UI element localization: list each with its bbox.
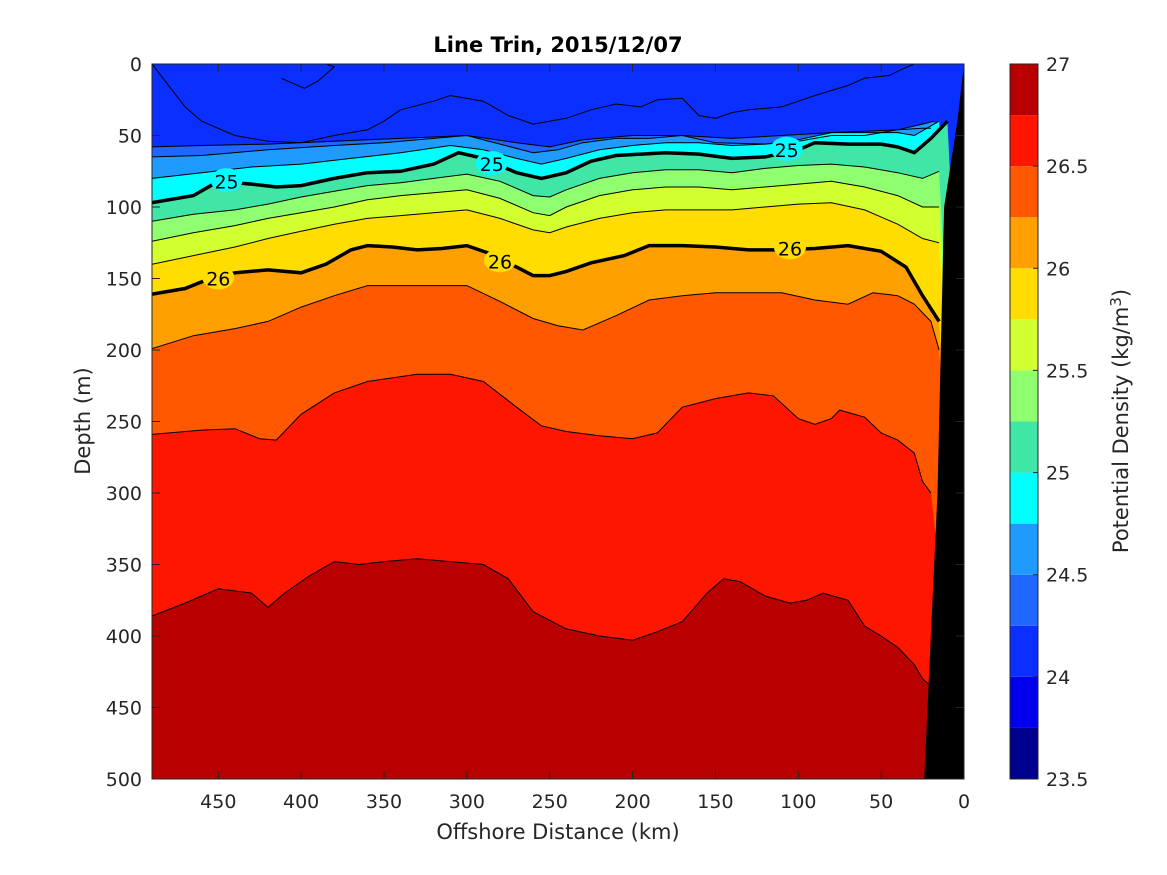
x-tick-label: 350 [366, 791, 402, 813]
x-tick-label: 0 [958, 791, 970, 813]
contour-24.5 [152, 120, 935, 158]
contour-label: 25 [214, 171, 238, 193]
colorbar-frame [1009, 63, 1039, 780]
contour-25.25 [152, 163, 940, 222]
chart-title: Line Trin, 2015/12/07 [433, 33, 682, 57]
colorbar: 23.5 24 24.5 25 25.5 26 26.5 27 [1009, 54, 1088, 791]
contour-label-bg [484, 248, 516, 273]
y-tick-label: 250 [106, 412, 142, 434]
x-tick-label: 300 [449, 791, 485, 813]
colorbar-tick-label: 27 [1046, 54, 1070, 76]
x-tick-label: 400 [283, 791, 319, 813]
contour-label-bg [774, 235, 806, 260]
colorbar-label: Potential Density (kg/m3) [1107, 289, 1133, 553]
colorbar-label-main: Potential Density (kg/m [1109, 307, 1133, 553]
band-26.75 [152, 558, 961, 779]
y-tick-label: 200 [106, 340, 142, 362]
x-tick-label: 250 [532, 791, 568, 813]
contour-label: 26 [778, 238, 802, 260]
colorbar-tick-label: 26 [1046, 258, 1070, 280]
colorbar-tick-label: 24.5 [1046, 565, 1088, 587]
isopycnal-lines [152, 64, 949, 687]
colorbar-segment [1010, 676, 1038, 728]
contour-labels: 25 25 25 26 26 26 [202, 136, 806, 291]
colorbar-tick-label: 25 [1046, 463, 1070, 485]
y-tick-label: 100 [106, 197, 142, 219]
x-axis: 450 400 350 300 250 200 150 100 50 0 [200, 64, 970, 813]
colorbar-segment [1010, 166, 1038, 218]
density-bands [152, 64, 964, 779]
band-shallow-24 [152, 64, 915, 143]
contour-26.5 [152, 373, 932, 494]
colorbar-tick-label: 23.5 [1046, 769, 1088, 791]
contour-25 [152, 119, 949, 205]
colorbar-tick-label: 25.5 [1046, 360, 1088, 382]
colorbar-segment [1010, 64, 1038, 116]
colorbar-segment [1010, 625, 1038, 677]
x-tick-label: 100 [780, 791, 816, 813]
y-tick-label: 350 [106, 555, 142, 577]
contour-shallow-23.5 [281, 64, 336, 89]
y-tick-label: 50 [118, 126, 142, 148]
contour-24.25 [152, 127, 931, 148]
colorbar-segment [1010, 727, 1038, 779]
contour-label: 25 [775, 140, 799, 162]
contour-label-bg [475, 151, 508, 176]
colorbar-segment [1010, 574, 1038, 626]
colorbar-segment [1010, 523, 1038, 575]
contour-label-bg [210, 168, 243, 193]
contour-25.75 [152, 202, 940, 265]
contour-shallow-24 [152, 64, 915, 144]
y-axis: 0 50 100 150 200 250 300 350 400 450 500 [106, 54, 964, 791]
x-axis-label: Offshore Distance (km) [436, 820, 679, 844]
y-tick-label: 150 [106, 269, 142, 291]
y-axis-label: Depth (m) [71, 367, 95, 474]
colorbar-segment [1010, 217, 1038, 269]
contour-label-bg [770, 136, 803, 161]
y-tick-label: 450 [106, 698, 142, 720]
bathymetry [924, 64, 964, 779]
colorbar-tick-label: 24 [1046, 667, 1070, 689]
y-tick-label: 0 [130, 54, 142, 76]
contour-24.75 [152, 120, 940, 179]
colorbar-segment [1010, 115, 1038, 167]
colorbar-segment [1010, 370, 1038, 422]
contour-label-bg [202, 265, 235, 290]
colorbar-segment [1010, 421, 1038, 473]
y-tick-label: 500 [106, 769, 142, 791]
contour-25.5 [152, 180, 940, 242]
contour-label: 25 [480, 154, 504, 176]
x-tick-label: 50 [869, 791, 893, 813]
y-tick-label: 400 [106, 626, 142, 648]
colorbar-tick-label: 26.5 [1046, 156, 1088, 178]
colorbar-label-end: ) [1109, 289, 1133, 297]
contour-26 [152, 243, 941, 323]
contour-label: 26 [206, 269, 230, 291]
colorbar-segment [1010, 268, 1038, 320]
seafloor [924, 64, 964, 779]
colorbar-segment [1010, 472, 1038, 524]
x-tick-label: 200 [614, 791, 650, 813]
y-tick-label: 300 [106, 483, 142, 505]
contour-26.25 [152, 285, 940, 351]
x-tick-label: 150 [697, 791, 733, 813]
x-tick-label: 450 [200, 791, 236, 813]
contour-26.75 [152, 558, 932, 687]
colorbar-label-sup: 3 [1107, 297, 1125, 307]
colorbar-segment [1010, 319, 1038, 371]
contour-label: 26 [488, 251, 512, 273]
